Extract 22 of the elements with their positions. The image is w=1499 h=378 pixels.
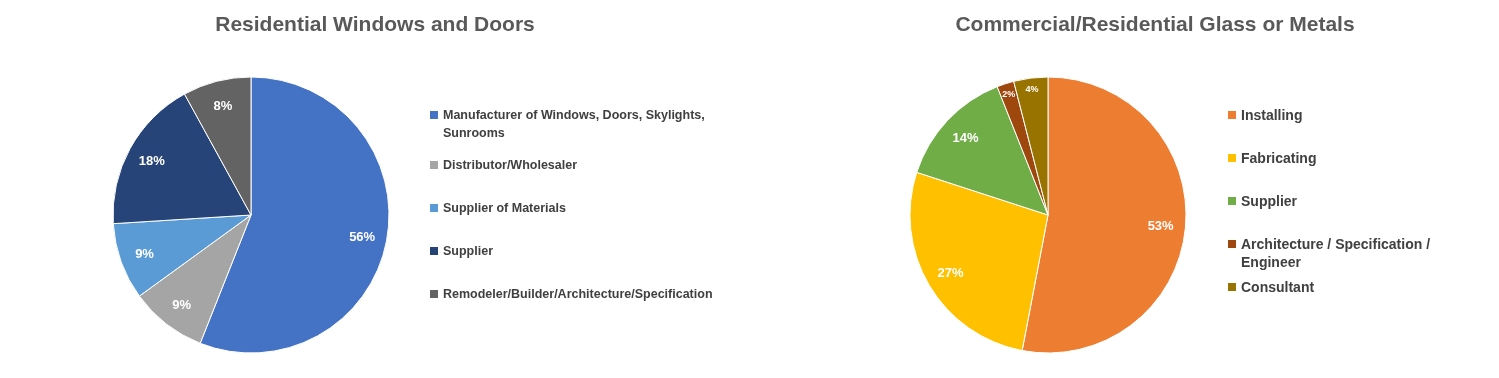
legend-label: Supplier bbox=[1241, 192, 1298, 210]
legend-label: Supplier of Materials bbox=[443, 200, 566, 217]
legend-label: Fabricating bbox=[1241, 149, 1317, 167]
data-label: 2% bbox=[1002, 89, 1016, 100]
legend-label: Remodeler/Builder/Architecture/Specification bbox=[443, 286, 713, 303]
chart-title: Commercial/Residential Glass or Metals bbox=[955, 12, 1355, 36]
legend-label: Installing bbox=[1241, 106, 1303, 124]
chart-title: Residential Windows and Doors bbox=[215, 12, 535, 36]
data-label: 4% bbox=[1025, 84, 1039, 95]
data-label: 8% bbox=[213, 97, 233, 113]
data-label: 9% bbox=[172, 296, 192, 312]
data-label: 27% bbox=[937, 265, 965, 281]
legend-label: Architecture / Specification / Engineer bbox=[1241, 235, 1432, 271]
data-label: 53% bbox=[1147, 218, 1175, 234]
data-label: 56% bbox=[349, 228, 376, 244]
legend-label: Consultant bbox=[1241, 278, 1315, 296]
legend-label: Distributor/Wholesaler bbox=[443, 157, 578, 174]
data-label: 9% bbox=[135, 245, 155, 261]
data-label: 18% bbox=[138, 152, 166, 168]
legend-label: Supplier bbox=[443, 243, 494, 260]
legend-label: Manufacturer of Windows, Doors, Skylights, Sunrooms bbox=[443, 107, 706, 142]
data-label: 14% bbox=[952, 130, 979, 146]
